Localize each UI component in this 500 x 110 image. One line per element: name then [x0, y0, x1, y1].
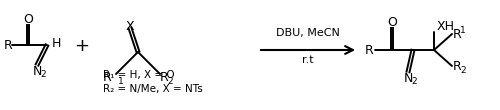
Text: O: O [387, 16, 397, 28]
Text: R₁ = H, X = O: R₁ = H, X = O [103, 70, 174, 80]
Text: +: + [74, 37, 90, 55]
Text: R: R [4, 38, 13, 51]
Text: r.t: r.t [302, 55, 314, 65]
Text: H: H [52, 37, 62, 50]
Text: XH: XH [437, 19, 455, 32]
Text: 2: 2 [40, 70, 46, 79]
Text: 1: 1 [460, 26, 466, 35]
Text: R: R [453, 60, 462, 72]
Text: 1: 1 [118, 76, 124, 85]
Text: N: N [404, 72, 412, 84]
Text: R: R [453, 28, 462, 40]
Text: R₂ = N/Me, X = NTs: R₂ = N/Me, X = NTs [103, 84, 203, 94]
Text: 2: 2 [460, 65, 466, 74]
Text: R: R [160, 71, 169, 83]
Text: X: X [126, 19, 134, 32]
Text: R: R [104, 71, 112, 83]
Text: DBU, MeCN: DBU, MeCN [276, 28, 340, 38]
Text: 2: 2 [411, 76, 417, 85]
Text: 2: 2 [167, 76, 172, 85]
Text: R: R [364, 43, 373, 57]
Text: O: O [23, 13, 33, 26]
Text: N: N [32, 64, 42, 78]
